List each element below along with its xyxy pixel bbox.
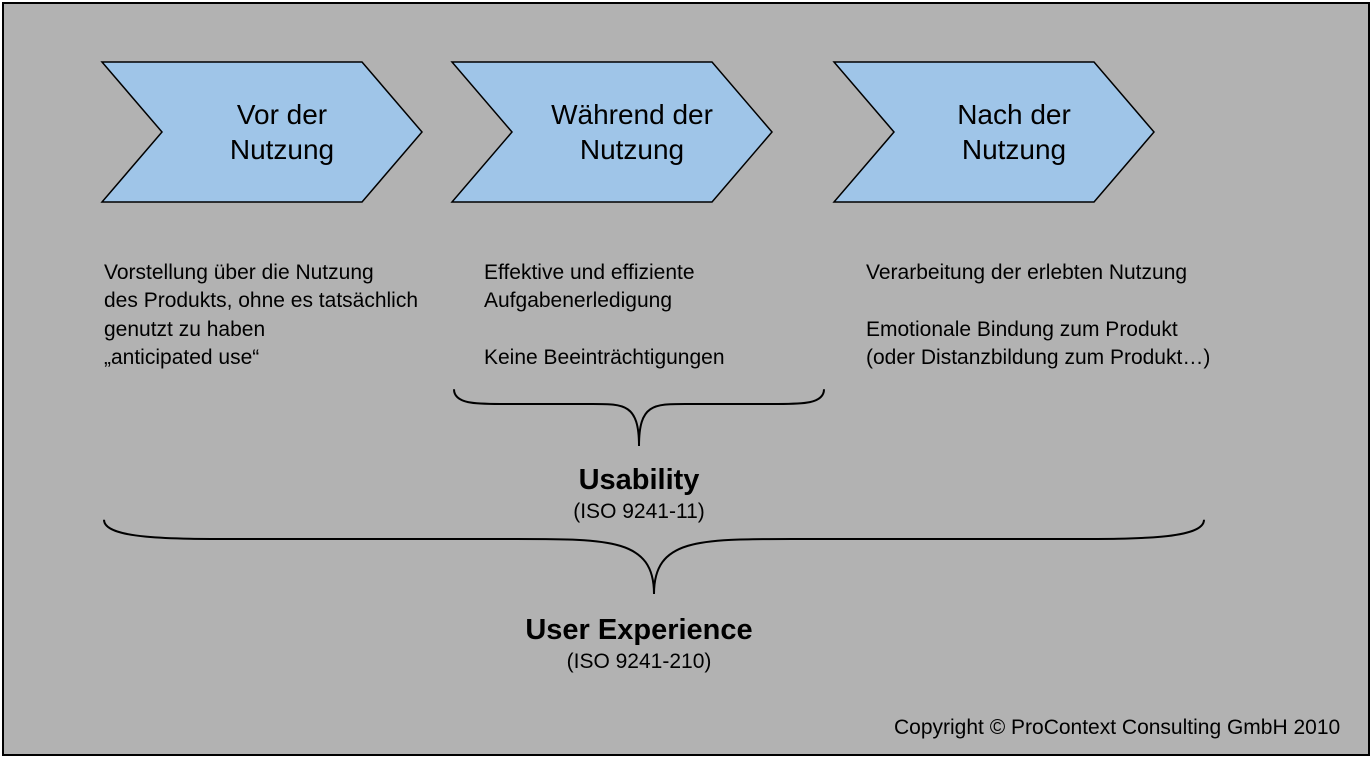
ux-subtitle: (ISO 9241-210) — [474, 650, 804, 674]
usability-subtitle: (ISO 9241-11) — [474, 500, 804, 524]
diagram-frame: Vor der Nutzung Während der Nutzung Nach… — [2, 2, 1370, 756]
curly-brace-usability — [454, 389, 824, 446]
copyright-text: Copyright © ProContext Consulting GmbH 2… — [894, 716, 1340, 740]
curly-brace-ux — [104, 520, 1204, 594]
usability-title: Usability — [474, 464, 804, 497]
ux-title: User Experience — [474, 614, 804, 647]
